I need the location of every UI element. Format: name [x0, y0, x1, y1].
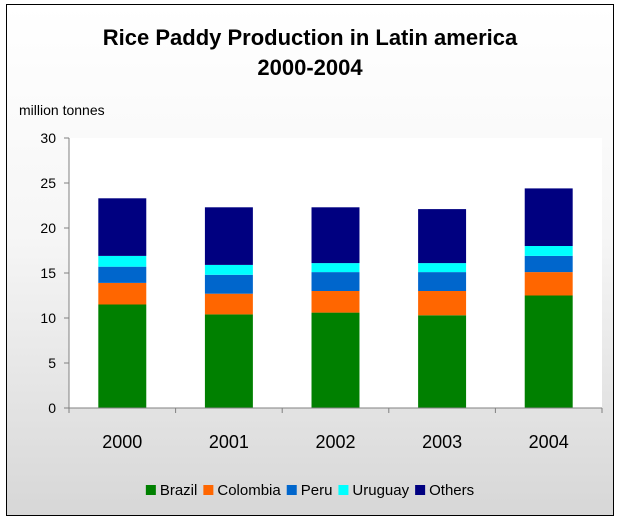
bar-segment-peru-2001 — [204, 274, 253, 294]
x-category-label: 2000 — [102, 432, 142, 452]
legend-label: Colombia — [217, 482, 281, 499]
legend-item-uruguay: Uruguay — [338, 482, 410, 499]
chart-title: Rice Paddy Production in Latin america 2… — [7, 23, 613, 83]
legend-item-peru: Peru — [286, 482, 333, 499]
bar-segment-others-2000 — [98, 198, 147, 256]
bar-segment-peru-2004 — [524, 255, 573, 273]
y-tick-label: 10 — [40, 310, 56, 326]
legend-label: Brazil — [160, 482, 198, 499]
bar-segment-colombia-2004 — [524, 272, 573, 296]
y-tick-label: 0 — [48, 400, 56, 416]
legend-item-brazil: Brazil — [145, 482, 198, 499]
bar-segment-brazil-2003 — [418, 315, 467, 408]
bar-segment-colombia-2002 — [311, 291, 360, 313]
y-tick-label: 20 — [40, 220, 56, 236]
y-axis-unit-label: million tonnes — [19, 102, 105, 118]
legend-swatch — [415, 485, 426, 495]
legend-swatch — [145, 485, 156, 495]
legend-item-colombia: Colombia — [203, 482, 281, 499]
bar-segment-colombia-2003 — [418, 291, 467, 316]
axis-layer: 0 5 10 15 20 25 30 2000 2001 2002 2003 2004 — [40, 130, 603, 452]
legend: Brazil Colombia Peru Uruguay Others — [145, 482, 474, 499]
bar-segment-uruguay-2001 — [204, 264, 253, 275]
chart-svg: million tonnes 0 5 10 15 20 25 30 2000 2001 2002 2… — [19, 102, 603, 499]
chart-title-line2: 2000-2004 — [257, 55, 363, 80]
legend-swatch — [286, 485, 297, 495]
bar-segment-others-2001 — [204, 207, 253, 265]
bar-segment-others-2003 — [418, 209, 467, 264]
bar-segment-brazil-2000 — [98, 304, 147, 408]
y-tick-label: 5 — [48, 355, 56, 371]
x-category-label: 2002 — [315, 432, 355, 452]
legend-label: Peru — [301, 482, 333, 499]
bar-segment-others-2004 — [524, 188, 573, 246]
x-category-label: 2004 — [529, 432, 569, 452]
legend-label: Others — [429, 482, 474, 499]
bar-segment-brazil-2002 — [311, 312, 360, 408]
bar-segment-colombia-2001 — [204, 293, 253, 315]
bar-segment-uruguay-2000 — [98, 255, 147, 267]
y-tick-label: 30 — [40, 130, 56, 146]
chart-frame: Rice Paddy Production in Latin america 2… — [6, 4, 614, 516]
legend-item-others: Others — [415, 482, 474, 499]
x-category-label: 2003 — [422, 432, 462, 452]
bar-segment-others-2002 — [311, 207, 360, 264]
bar-segment-uruguay-2002 — [311, 263, 360, 273]
bar-segment-peru-2002 — [311, 272, 360, 291]
bar-segment-peru-2003 — [418, 272, 467, 291]
legend-swatch — [338, 485, 349, 495]
chart-title-line1: Rice Paddy Production in Latin america — [102, 25, 518, 50]
bars-layer — [98, 188, 573, 408]
y-tick-label: 15 — [40, 265, 56, 281]
legend-label: Uruguay — [352, 482, 409, 499]
bar-segment-brazil-2004 — [524, 295, 573, 408]
bar-segment-uruguay-2003 — [418, 263, 467, 273]
bar-segment-brazil-2001 — [204, 314, 253, 408]
bar-segment-peru-2000 — [98, 266, 147, 283]
bar-segment-colombia-2000 — [98, 282, 147, 305]
y-tick-label: 25 — [40, 175, 56, 191]
x-category-label: 2001 — [209, 432, 249, 452]
bar-segment-uruguay-2004 — [524, 246, 573, 256]
legend-swatch — [203, 485, 214, 495]
